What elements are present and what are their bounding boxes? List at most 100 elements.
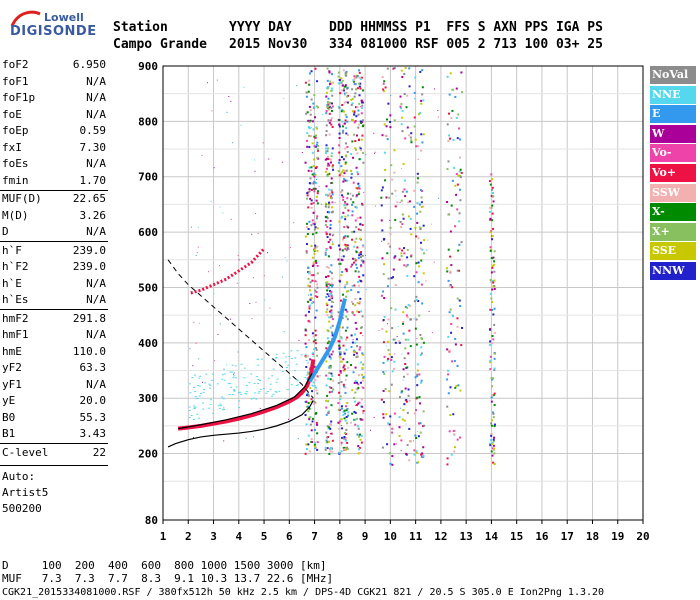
echo-point bbox=[356, 74, 359, 77]
echo-point bbox=[327, 330, 330, 333]
echo-point bbox=[373, 417, 375, 419]
echo-point bbox=[386, 118, 389, 121]
echo-point bbox=[458, 220, 461, 223]
echo-point bbox=[401, 249, 404, 252]
echo-point bbox=[419, 70, 422, 73]
echo-point bbox=[358, 311, 361, 314]
echo-point bbox=[330, 106, 333, 109]
echo-point bbox=[351, 97, 354, 100]
echo-point bbox=[422, 410, 425, 413]
echo-point bbox=[355, 237, 358, 240]
echo-point bbox=[362, 245, 365, 248]
echo-point bbox=[385, 196, 388, 199]
echo-point bbox=[427, 239, 429, 241]
echo-point bbox=[328, 201, 331, 204]
echo-point bbox=[231, 371, 234, 373]
echo-point bbox=[357, 383, 360, 386]
echo-point bbox=[492, 377, 495, 380]
legend-item-vo: Vo- bbox=[650, 144, 696, 163]
echo-point bbox=[381, 446, 384, 449]
echo-point bbox=[492, 439, 495, 442]
echo-point bbox=[343, 364, 346, 367]
echo-point bbox=[361, 385, 364, 388]
echo-point bbox=[312, 262, 315, 265]
echo-point bbox=[421, 302, 424, 305]
echo-point bbox=[343, 417, 346, 420]
echo-point bbox=[331, 277, 334, 280]
echo-point bbox=[355, 194, 358, 197]
param-row-14: h`Es N/A bbox=[2, 292, 106, 308]
echo-point bbox=[358, 94, 361, 97]
echo-point bbox=[357, 276, 359, 278]
echo-point bbox=[346, 203, 349, 206]
echo-point bbox=[388, 353, 391, 356]
x-tick-label: 10 bbox=[384, 530, 397, 543]
echo-point bbox=[332, 81, 335, 84]
echo-point bbox=[351, 214, 354, 217]
echo-point bbox=[344, 206, 347, 209]
echo-point bbox=[383, 80, 386, 83]
echo-point bbox=[314, 386, 317, 389]
echo-point bbox=[331, 191, 334, 194]
echo-point bbox=[393, 171, 396, 174]
echo-point bbox=[458, 170, 461, 173]
echo-point bbox=[307, 372, 310, 375]
echo-point bbox=[328, 391, 331, 394]
echo-point bbox=[354, 206, 357, 209]
echo-point bbox=[352, 201, 355, 204]
echo-point bbox=[453, 166, 456, 169]
echo-point bbox=[343, 122, 346, 125]
echo-point bbox=[310, 398, 313, 401]
echo-point bbox=[341, 238, 344, 241]
echo-point bbox=[360, 76, 363, 79]
auto-line3: 500200 bbox=[2, 502, 42, 515]
echo-point bbox=[410, 139, 413, 142]
echo-point bbox=[404, 67, 407, 70]
echo-point bbox=[209, 387, 212, 389]
echo-point bbox=[393, 338, 396, 341]
x-tick-label: 13 bbox=[460, 530, 473, 543]
echo-point bbox=[326, 342, 329, 345]
echo-point bbox=[314, 329, 317, 332]
echo-point bbox=[329, 357, 332, 360]
echo-point bbox=[330, 296, 333, 299]
echo-point bbox=[328, 121, 331, 124]
echo-point bbox=[353, 418, 356, 421]
echo-point bbox=[417, 461, 420, 464]
echo-point bbox=[311, 142, 314, 145]
param-row-7: fmin 1.70 bbox=[2, 173, 106, 189]
echo-point bbox=[358, 446, 361, 449]
echo-point bbox=[338, 248, 341, 251]
echo-point bbox=[422, 425, 425, 428]
echo-point bbox=[276, 378, 279, 380]
echo-point bbox=[406, 265, 408, 267]
echo-point bbox=[316, 286, 319, 289]
echo-point bbox=[342, 175, 345, 178]
echo-point bbox=[359, 297, 362, 300]
echo-point bbox=[353, 396, 356, 399]
echo-point bbox=[330, 82, 333, 85]
echo-point bbox=[354, 270, 357, 273]
echo-point bbox=[421, 69, 424, 72]
echo-point bbox=[345, 169, 348, 172]
echo-point bbox=[329, 446, 332, 449]
echo-point bbox=[307, 300, 310, 303]
echo-point bbox=[493, 357, 496, 360]
echo-point bbox=[446, 378, 449, 381]
echo-point bbox=[274, 391, 277, 393]
x-tick-label: 5 bbox=[261, 530, 268, 543]
echo-point bbox=[488, 180, 491, 183]
echo-point bbox=[359, 381, 362, 384]
echo-point bbox=[346, 145, 349, 148]
echo-point bbox=[325, 124, 328, 127]
echo-point bbox=[248, 382, 251, 384]
station-label: Station bbox=[113, 20, 168, 35]
echo-point bbox=[426, 249, 428, 251]
echo-point bbox=[447, 369, 450, 372]
echo-point bbox=[490, 292, 493, 295]
echo-point bbox=[197, 417, 200, 419]
echo-point bbox=[325, 360, 328, 363]
file-footer: CGK21_2015334081000.RSF / 380fx512h 50 k… bbox=[2, 587, 605, 598]
echo-point bbox=[341, 84, 344, 87]
echo-point bbox=[343, 178, 346, 181]
